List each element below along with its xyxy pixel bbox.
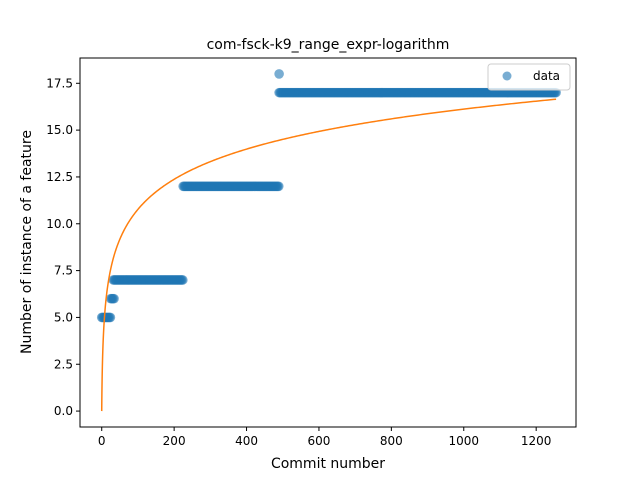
y-tick-label: 17.5 [46, 76, 73, 90]
x-tick-label: 0 [98, 434, 106, 448]
legend-data-label: data [533, 69, 560, 83]
x-tick-label: 1000 [448, 434, 479, 448]
data-point [273, 181, 284, 192]
x-axis-label: Commit number [271, 456, 385, 472]
plot-frame [79, 57, 577, 428]
x-tick-label: 600 [307, 434, 330, 448]
x-tick-label: 1200 [521, 434, 552, 448]
x-tick-label: 400 [235, 434, 258, 448]
fit-line [100, 98, 557, 412]
data-point [109, 293, 119, 304]
y-axis: 0.0 2.5 5.0 7.5 10.0 12.5 15.0 17.5 [46, 76, 80, 418]
y-tick-label: 15.0 [46, 123, 73, 137]
legend: data [487, 63, 571, 91]
data-point [274, 69, 284, 79]
plot-area [96, 69, 561, 412]
y-tick-label: 2.5 [54, 357, 73, 371]
data-point [178, 275, 188, 285]
y-axis-label: Number of instance of a feature [19, 130, 35, 354]
y-tick-label: 0.0 [54, 404, 73, 418]
y-tick-label: 10.0 [46, 217, 73, 231]
x-tick-label: 800 [380, 434, 403, 448]
x-tick-label: 200 [163, 434, 186, 448]
y-tick-label: 12.5 [46, 170, 73, 184]
x-axis: 0 200 400 600 800 1000 1200 [98, 427, 552, 448]
legend-box [487, 63, 571, 91]
data-point [105, 312, 116, 323]
chart-title: com-fsck-k9_range_expr-logarithm [207, 37, 450, 53]
y-tick-label: 7.5 [54, 264, 73, 278]
legend-data-marker [502, 71, 512, 81]
y-tick-label: 5.0 [54, 310, 73, 324]
